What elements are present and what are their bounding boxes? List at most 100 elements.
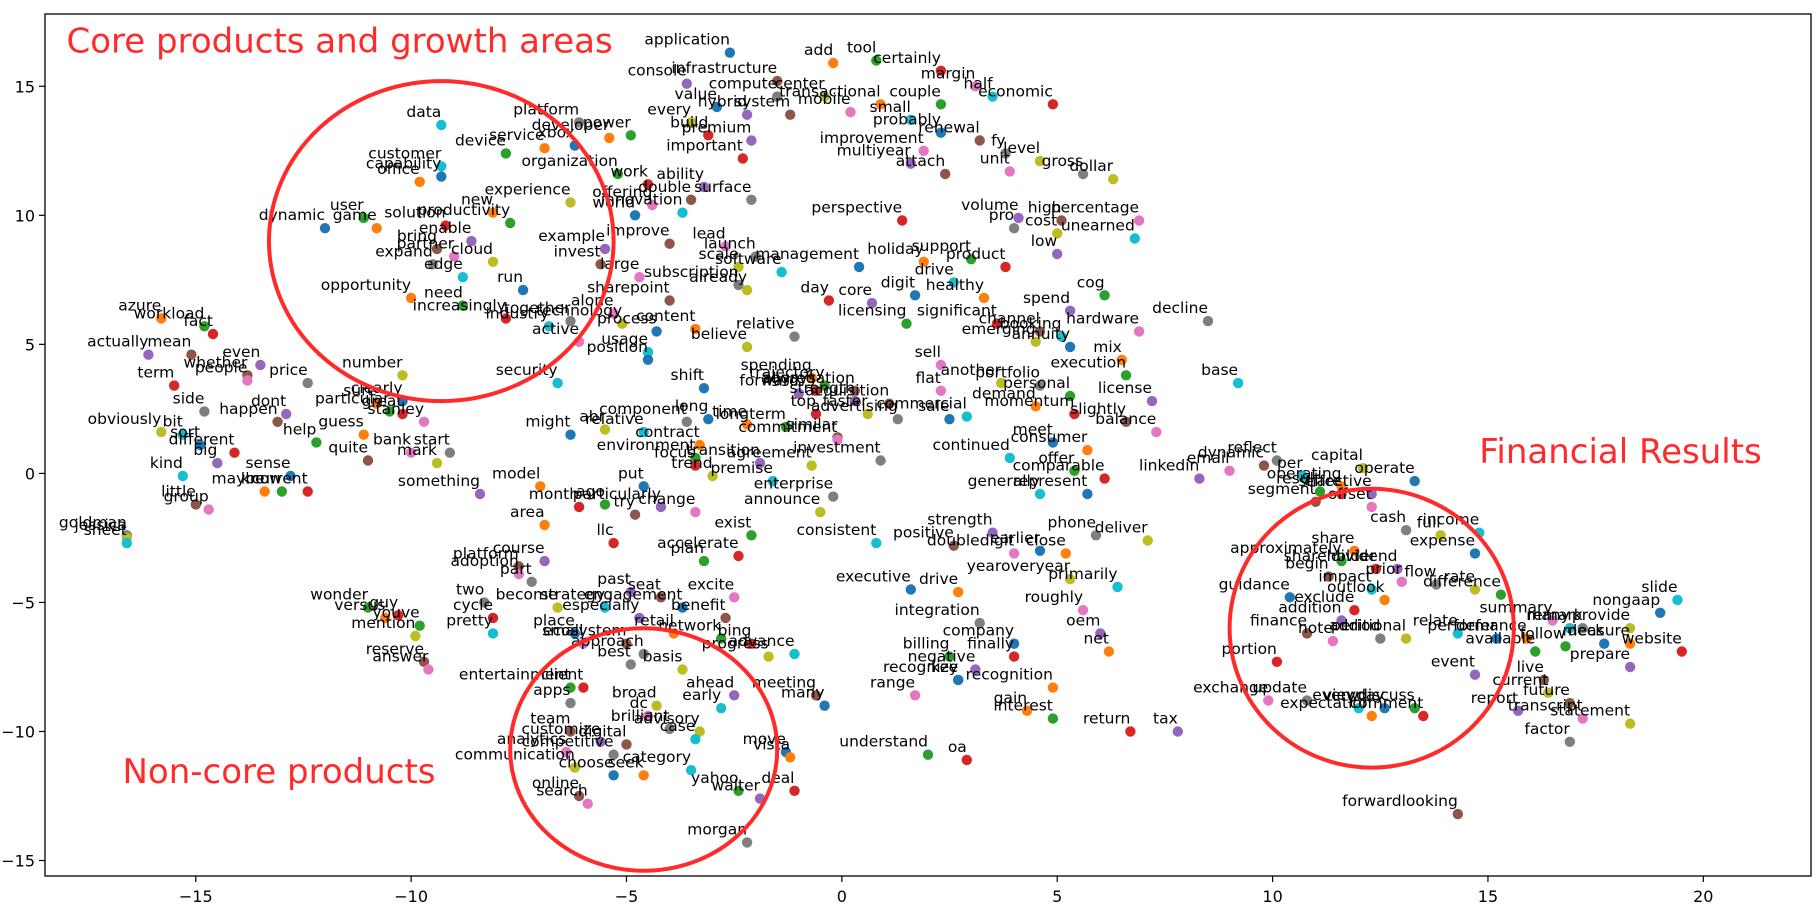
point-try xyxy=(629,509,641,520)
point-flow xyxy=(1431,579,1442,590)
y-tick-label: −15 xyxy=(1,852,35,871)
point-label: strength xyxy=(790,379,855,397)
point-label: begin xyxy=(1285,555,1328,573)
point-unearned xyxy=(1129,233,1141,244)
point-guess xyxy=(358,429,369,440)
point-technology xyxy=(617,318,628,329)
point-pro xyxy=(1008,223,1020,234)
point-another xyxy=(996,377,1007,389)
point-label: momentum xyxy=(984,392,1074,410)
point-label: innovation xyxy=(601,191,683,209)
point-label: place xyxy=(533,611,575,629)
point-effective xyxy=(1366,488,1377,500)
point-label: goldman xyxy=(59,513,127,531)
point-label: scale xyxy=(699,245,739,263)
point-work xyxy=(642,179,654,190)
point-continued xyxy=(1004,452,1015,464)
point-relative xyxy=(638,426,649,438)
point-probably xyxy=(935,127,947,138)
point-label: broad xyxy=(612,684,657,702)
point-number xyxy=(397,370,408,381)
point-label: represent xyxy=(1013,472,1088,490)
point-label: example xyxy=(538,227,605,245)
point-position xyxy=(642,354,654,365)
point-plan xyxy=(698,555,710,567)
point-client xyxy=(578,682,589,693)
point-label: full xyxy=(1417,513,1441,531)
point-tax xyxy=(1172,726,1184,737)
point-label: accelerate xyxy=(657,534,738,552)
point-label: become xyxy=(496,586,558,604)
point-focus xyxy=(690,460,701,471)
point-label: service xyxy=(489,126,545,144)
point-label: workload xyxy=(134,304,205,322)
point-label: usage xyxy=(601,330,648,348)
point-label: reflect xyxy=(1227,439,1276,457)
point-ahead xyxy=(729,690,740,701)
point-label: hybrid xyxy=(698,93,747,111)
point-label: cash xyxy=(1370,508,1406,526)
annotation-label: Non-core products xyxy=(123,752,436,792)
point-email xyxy=(1224,465,1235,476)
point-choose xyxy=(608,770,619,781)
point-become xyxy=(552,602,563,613)
point-workload xyxy=(199,321,210,332)
point-label: little xyxy=(161,482,196,500)
point-drive xyxy=(953,586,964,598)
point-label: capital xyxy=(1311,446,1363,464)
point-return xyxy=(1125,726,1136,737)
point-brilliant xyxy=(664,723,675,735)
point-user xyxy=(358,212,369,224)
point-label: effective xyxy=(1304,472,1371,490)
point-improvement xyxy=(918,145,929,156)
annotation-label: Financial Results xyxy=(1479,432,1761,472)
point-label: booking xyxy=(1000,315,1062,333)
point-label: flow xyxy=(1404,562,1436,580)
x-tick-label: 10 xyxy=(1262,887,1282,906)
point-label: quite xyxy=(328,439,368,457)
point-organization xyxy=(612,168,624,180)
point-label: commitment xyxy=(738,418,837,436)
point-label: remark xyxy=(1527,606,1583,624)
point-different xyxy=(229,447,240,458)
point-label: something xyxy=(398,472,480,490)
point-early xyxy=(716,703,727,714)
point-might xyxy=(565,429,576,440)
point-label: new xyxy=(461,191,493,209)
point-label: engagement xyxy=(584,586,683,604)
annotation-label: Core products and growth areas xyxy=(67,22,613,62)
point-net xyxy=(1103,646,1115,657)
point-label: ago xyxy=(576,482,605,500)
point-label: tool xyxy=(847,39,876,57)
point-label: industry xyxy=(486,304,550,322)
point-label: cloud xyxy=(451,240,493,258)
point-label: opportunity xyxy=(321,276,411,294)
point-sort xyxy=(194,439,206,451)
point-recognition xyxy=(1047,682,1059,693)
point-data xyxy=(436,119,447,131)
point-label: attach xyxy=(896,152,946,170)
point-label: segment xyxy=(1248,480,1316,498)
x-tick-label: 20 xyxy=(1693,887,1713,906)
point-cycle xyxy=(487,612,499,624)
point-support xyxy=(965,254,977,265)
point-label: model xyxy=(492,464,540,482)
point-cash xyxy=(1400,525,1412,536)
point-summary xyxy=(1547,615,1558,626)
point-process xyxy=(651,326,662,337)
x-tick-label: 15 xyxy=(1478,887,1498,906)
point-label: advertising xyxy=(811,397,898,415)
point-full xyxy=(1435,530,1446,541)
point-reflect xyxy=(1271,455,1283,466)
point-label: brilliant xyxy=(611,707,670,725)
point-customize xyxy=(595,736,606,747)
point-transition xyxy=(754,457,766,469)
point-label: environment xyxy=(597,436,696,454)
point-kind xyxy=(177,470,188,482)
point-label: comparable xyxy=(1013,457,1105,475)
point-integration xyxy=(974,617,985,629)
x-tick-label: −15 xyxy=(179,887,213,906)
point-industry xyxy=(543,321,555,332)
point-label: different xyxy=(169,431,235,449)
point-label: process xyxy=(597,309,657,327)
